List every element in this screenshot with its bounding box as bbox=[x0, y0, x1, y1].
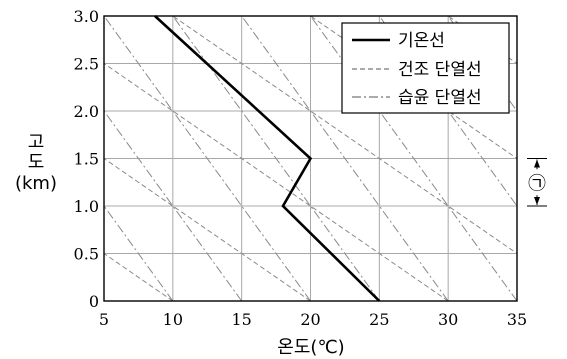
x-tick-label: 25 bbox=[369, 310, 389, 329]
x-tick-label: 35 bbox=[507, 310, 527, 329]
legend: 기온선 건조 단열선 습윤 단열선 bbox=[341, 22, 510, 114]
x-tick-label: 5 bbox=[99, 310, 109, 329]
y-tick-label: 0.5 bbox=[74, 245, 99, 264]
layer-annotation: ㉠ bbox=[525, 158, 549, 207]
y-tick-labels: 0 0.5 1.0 1.5 2.0 2.5 3.0 bbox=[74, 7, 99, 311]
x-axis-label: 온도(℃) bbox=[277, 337, 344, 358]
x-tick-label: 30 bbox=[438, 310, 458, 329]
legend-label-dry-adiabat: 건조 단열선 bbox=[398, 60, 482, 80]
x-tick-label: 15 bbox=[231, 310, 251, 329]
x-tick-labels: 5 10 15 20 25 30 35 bbox=[99, 310, 527, 329]
moist-adiabat-line bbox=[241, 16, 449, 301]
annotation-label: ㉠ bbox=[528, 173, 546, 194]
legend-label-temperature: 기온선 bbox=[398, 31, 445, 51]
y-tick-label: 1.0 bbox=[74, 197, 99, 216]
x-tick-label: 10 bbox=[163, 310, 183, 329]
moist-adiabat-line bbox=[104, 205, 174, 301]
dry-adiabat-line bbox=[104, 157, 311, 301]
y-axis-label-line-2: 도 bbox=[28, 152, 45, 173]
series-layer bbox=[154, 15, 381, 302]
y-tick-label: 3.0 bbox=[74, 7, 99, 26]
dry-adiabat-line bbox=[104, 62, 449, 301]
moist-adiabat-line bbox=[104, 16, 311, 301]
legend-box bbox=[341, 22, 510, 114]
annotation-label-background bbox=[525, 169, 549, 196]
y-axis-label-line-1: 고 bbox=[28, 132, 45, 153]
annotation-arrow-up bbox=[534, 159, 540, 168]
y-tick-label: 2.0 bbox=[74, 102, 99, 121]
y-tick-label: 2.5 bbox=[74, 55, 99, 74]
y-axis-label-line-3: (km) bbox=[15, 173, 57, 194]
plot-frame bbox=[103, 15, 518, 302]
y-tick-label: 0 bbox=[89, 292, 99, 311]
y-tick-label: 1.5 bbox=[74, 150, 99, 169]
series-line-0 bbox=[154, 15, 381, 302]
moist-adiabat-line bbox=[104, 110, 243, 301]
x-tick-label: 20 bbox=[300, 310, 320, 329]
legend-label-moist-adiabat: 습윤 단열선 bbox=[398, 88, 482, 108]
annotation-arrow-down bbox=[534, 197, 540, 205]
